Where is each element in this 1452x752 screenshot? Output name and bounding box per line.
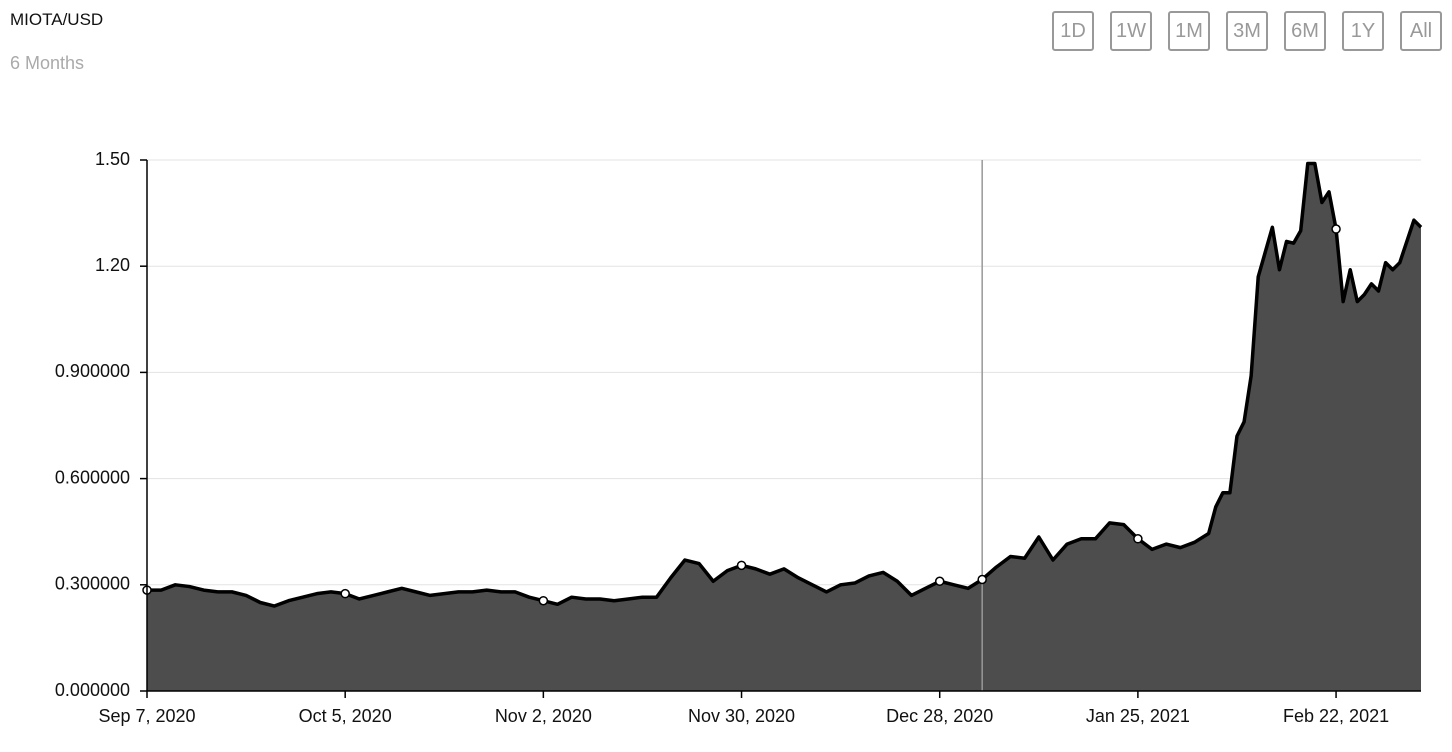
range-button[interactable]: 3M bbox=[1226, 11, 1268, 51]
y-tick-label: 0.900000 bbox=[55, 361, 130, 381]
point-marker bbox=[934, 576, 945, 587]
chart-title: MIOTA/USD bbox=[10, 10, 104, 29]
y-tick-label: 0.300000 bbox=[55, 574, 130, 594]
range-button[interactable]: All bbox=[1400, 11, 1442, 51]
x-tick-label: Sep 7, 2020 bbox=[98, 706, 195, 726]
range-button[interactable]: 1M bbox=[1168, 11, 1210, 51]
area bbox=[147, 163, 1421, 692]
range-button[interactable]: 6M bbox=[1284, 11, 1326, 51]
point-marker bbox=[538, 595, 549, 606]
y-tick-label: 0.600000 bbox=[55, 467, 130, 487]
point-marker bbox=[977, 574, 987, 585]
x-tick-label: Jan 25, 2021 bbox=[1086, 706, 1190, 726]
x-tick-label: Nov 30, 2020 bbox=[688, 706, 795, 726]
y-tick-label: 1.20 bbox=[95, 255, 130, 275]
x-tick-label: Oct 5, 2020 bbox=[299, 706, 392, 726]
line bbox=[147, 161, 1423, 608]
y-tick-label: 1.50 bbox=[95, 149, 130, 169]
point-marker bbox=[736, 560, 747, 571]
point-marker bbox=[1331, 224, 1341, 234]
point-marker bbox=[1133, 534, 1143, 544]
range-button[interactable]: 1D bbox=[1052, 11, 1094, 51]
range-button[interactable]: 1Y bbox=[1342, 11, 1384, 51]
x-tick-label: Nov 2, 2020 bbox=[495, 706, 592, 726]
y-tick-label: 0.000000 bbox=[55, 680, 130, 700]
chart-subtitle: 6 Months bbox=[10, 53, 85, 73]
x-tick-label: Feb 22, 2021 bbox=[1283, 706, 1389, 726]
range-buttons: 1D 1W 1M 3M 6M 1Y All bbox=[1052, 11, 1442, 51]
range-button[interactable]: 1W bbox=[1110, 11, 1152, 51]
x-tick-label: Dec 28, 2020 bbox=[886, 706, 993, 726]
point-marker bbox=[340, 588, 350, 599]
